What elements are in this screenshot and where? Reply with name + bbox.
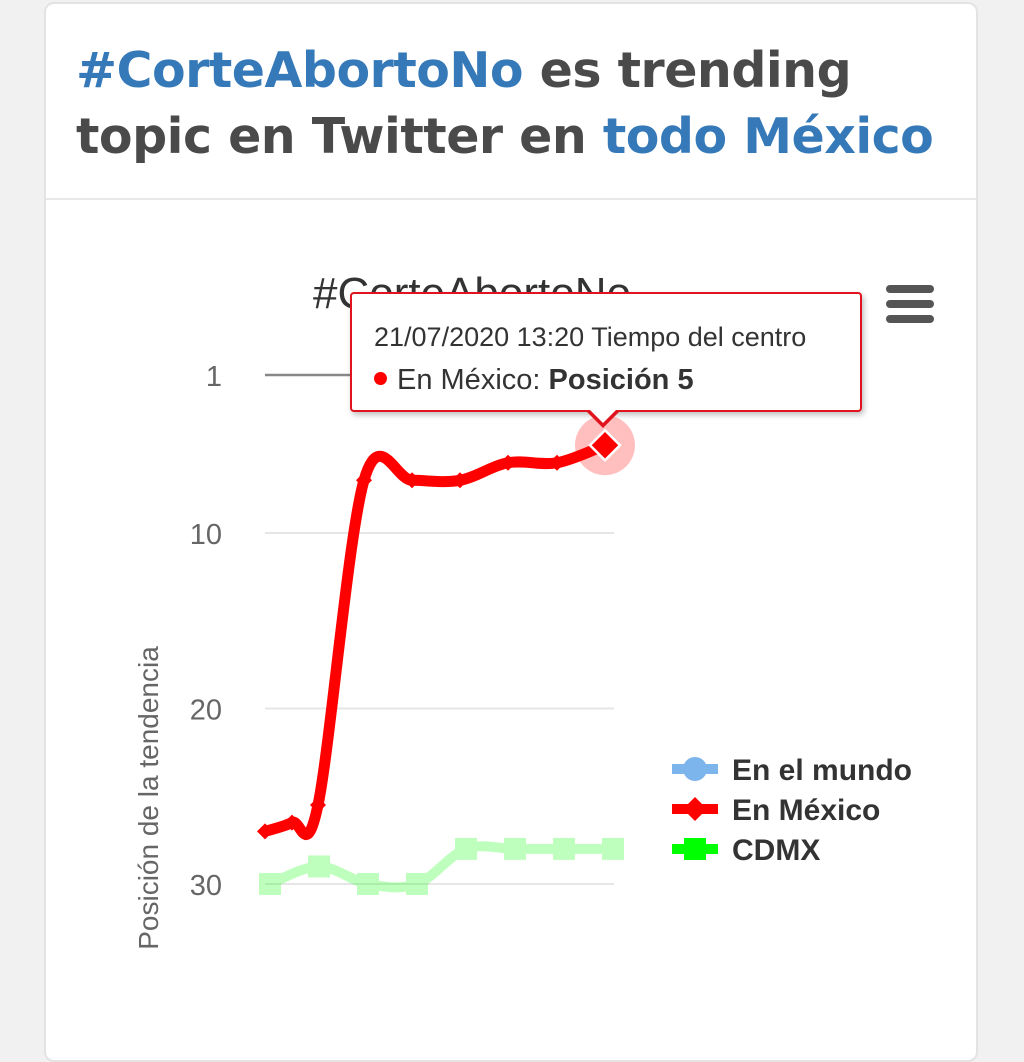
- y-axis-title: Posición de la tendencia: [133, 646, 164, 950]
- series-cdmx: [259, 837, 624, 895]
- series-en-mexico: [257, 415, 635, 840]
- point-en-mexico: [310, 797, 326, 814]
- point-en-mexico: [452, 472, 468, 489]
- legend-marker-diamond: [683, 797, 707, 821]
- point-cdmx: [308, 855, 330, 878]
- tooltip-value: 5: [677, 364, 694, 396]
- legend-item[interactable]: En México: [672, 794, 880, 827]
- hamburger-menu-icon: [886, 285, 934, 323]
- point-cdmx: [259, 873, 281, 895]
- trend-card: #CorteAbortoNo es trending topic en Twit…: [44, 2, 978, 1062]
- point-cdmx: [504, 837, 526, 860]
- point-cdmx: [455, 837, 477, 860]
- y-tick-label: 10: [190, 519, 222, 551]
- point-cdmx: [553, 837, 575, 860]
- headline-hashtag[interactable]: #CorteAbortoNo: [76, 42, 524, 99]
- headline: #CorteAbortoNo es trending topic en Twit…: [76, 38, 956, 170]
- legend-label: En México: [732, 794, 880, 827]
- point-en-mexico: [257, 823, 273, 840]
- legend-label: CDMX: [732, 834, 820, 867]
- chart-tooltip: 21/07/2020 13:20 Tiempo del centro En Mé…: [350, 292, 862, 412]
- series-line-cdmx: [268, 841, 613, 893]
- tooltip-series-dot: [374, 372, 387, 385]
- point-cdmx: [406, 873, 428, 895]
- tooltip-arrow-fill: [588, 408, 618, 423]
- tooltip-label: Posición: [548, 364, 670, 396]
- y-tick-label: 1: [206, 361, 222, 393]
- legend: En el mundo En México CDMX: [672, 754, 912, 867]
- legend-item[interactable]: En el mundo: [672, 754, 912, 787]
- y-tick-label: 30: [190, 870, 222, 902]
- legend-marker-circle: [683, 757, 707, 781]
- point-cdmx: [357, 873, 379, 895]
- legend-label: En el mundo: [732, 754, 912, 787]
- series-plot: [257, 415, 635, 895]
- point-en-mexico: [356, 472, 372, 489]
- point-en-mexico: [284, 814, 300, 831]
- headline-place[interactable]: todo México: [602, 108, 934, 165]
- divider: [46, 198, 976, 200]
- point-en-mexico: [500, 454, 516, 471]
- legend-item[interactable]: CDMX: [672, 834, 820, 867]
- tooltip-colon: :: [532, 364, 549, 396]
- tooltip-series-name: En México: [397, 364, 533, 396]
- tooltip-value-line: En México: Posición 5: [374, 364, 694, 397]
- point-cdmx: [602, 837, 624, 860]
- point-en-mexico: [549, 454, 565, 471]
- series-line-en-mexico: [259, 439, 611, 840]
- headline-middle: es trending topic en Twitter en: [76, 42, 852, 165]
- y-axis-ticks: 1 10 20 30: [190, 361, 222, 902]
- tooltip-time: 21/07/2020 13:20 Tiempo del centro: [374, 322, 807, 352]
- point-en-mexico: [404, 472, 420, 489]
- chart-menu-button[interactable]: [880, 280, 940, 330]
- legend-marker-square: [684, 838, 706, 860]
- y-tick-label: 20: [190, 694, 222, 726]
- point-en-mexico-hovered: [588, 428, 622, 462]
